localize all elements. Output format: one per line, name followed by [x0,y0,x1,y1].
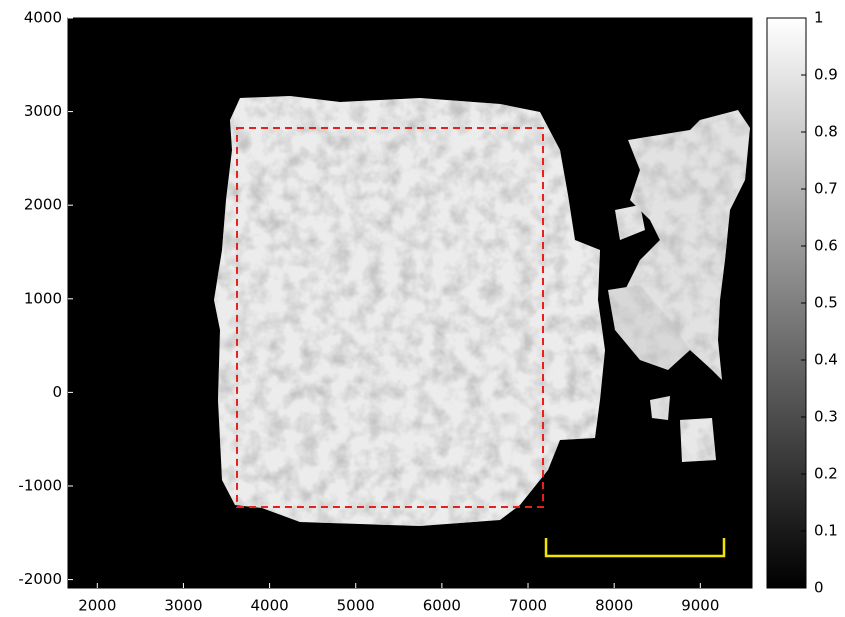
colorbar-tick-label: 1 [814,9,824,27]
y-tick-label: 2000 [24,196,62,214]
roi-box [236,126,545,508]
colorbar-tick-label: 0.9 [814,66,838,84]
colorbar-tick-label: 0.8 [814,123,838,141]
y-tick-label: -1000 [18,476,62,494]
colorbar-tick-label: 0.4 [814,351,838,369]
y-tick-label: -2000 [18,570,62,588]
plot-frame [67,17,753,589]
x-tick-label: 4000 [250,597,288,615]
y-tick-label: 4000 [24,9,62,27]
colorbar-tick-label: 0.1 [814,522,838,540]
colorbar-tick-label: 0.5 [814,294,838,312]
scale-bar [544,538,726,558]
colorbar-tick-label: 0.2 [814,465,838,483]
x-tick-label: 2000 [78,597,116,615]
y-tick-label: 3000 [24,102,62,120]
x-tick-label: 6000 [423,597,461,615]
x-tick-label: 3000 [164,597,202,615]
colorbar-tick-label: 0.6 [814,237,838,255]
y-tick-label: 1000 [24,289,62,307]
colorbar-tick-label: 0.3 [814,408,838,426]
x-tick-label: 7000 [509,597,547,615]
colorbar [766,17,807,589]
x-tick-label: 5000 [337,597,375,615]
y-tick-label: 0 [52,383,62,401]
x-tick-label: 8000 [595,597,633,615]
colorbar-tick-label: 0.7 [814,180,838,198]
colorbar-tick-label: 0 [814,579,824,597]
image-content [214,96,750,526]
x-tick-label: 9000 [681,597,719,615]
